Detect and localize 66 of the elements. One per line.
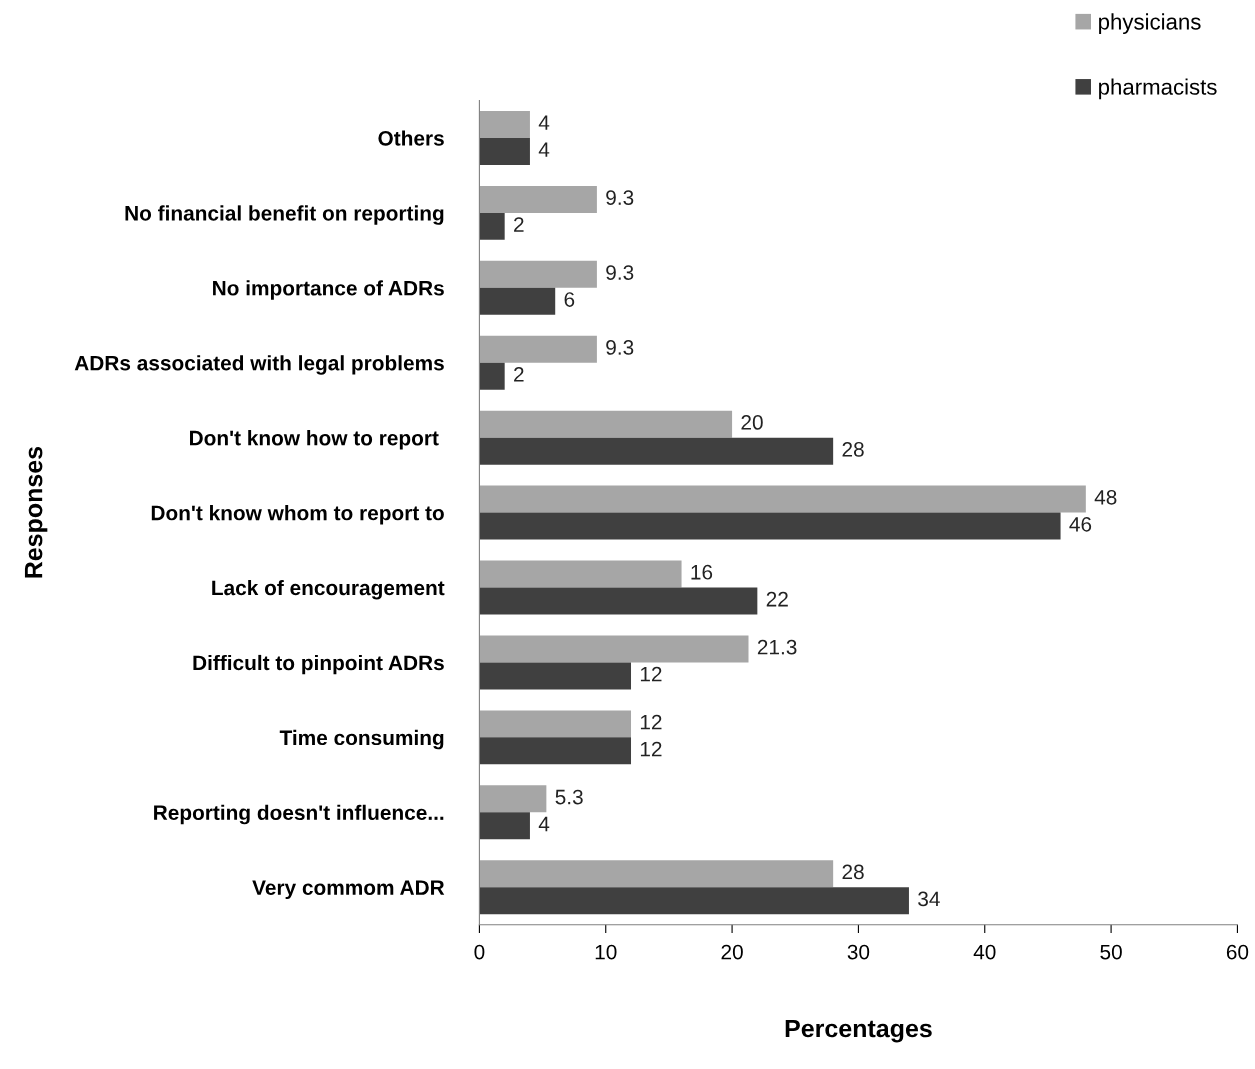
legend-label: pharmacists [1099,78,1217,100]
data-label: 20 [741,415,763,430]
bar [479,560,682,588]
legend-label: physicians [1099,13,1201,35]
y-tick-label: Others [378,130,444,146]
data-label: 2 [514,217,524,232]
y-tick-label: Don't know whom to report to [151,505,444,525]
y-tick-label: Difficult to pinpoint ADRs [193,654,444,675]
x-tick-label: 30 [847,944,870,960]
data-label: 34 [918,891,940,907]
data-label: 16 [691,564,713,580]
data-label: 46 [1069,516,1092,532]
bar [479,335,597,363]
bar [479,512,1061,540]
bar [479,662,632,690]
data-label: 22 [766,591,788,607]
bar [479,410,733,438]
data-label: 5.3 [555,789,583,805]
data-label: 12 [640,741,662,757]
data-label: 4 [538,816,550,832]
bar [479,185,597,213]
x-tick-label: 20 [721,944,743,960]
data-label: 9.3 [606,340,634,355]
x-tick-label: 50 [1100,944,1122,960]
y-tick-label: No financial benefit on reporting [125,205,444,225]
bar [479,887,909,915]
data-label: 28 [842,864,864,880]
bar [479,287,556,315]
bar [479,710,632,738]
bar [479,812,530,840]
x-tick-label: 40 [973,944,996,960]
bar [479,635,749,663]
y-tick-label: Lack of encouragement [212,579,445,600]
x-axis-title: Percentages [785,1019,932,1043]
bar [479,137,530,165]
data-label: 21.3 [757,639,797,655]
bar [479,785,547,813]
data-label: 2 [514,367,524,382]
data-label: 28 [842,441,864,457]
y-tick-label: Time consuming [279,729,444,750]
bar [479,737,632,765]
x-tick-label: 60 [1226,944,1249,960]
y-tick-label: Don't know how to report [190,430,439,450]
data-label: 12 [640,666,662,682]
data-label: 48 [1094,489,1117,505]
x-tick-label: 10 [595,944,617,960]
y-axis-title: Responses [24,446,48,578]
bar [479,860,834,888]
bar [479,485,1086,513]
bar [479,587,758,615]
data-label: 4 [538,115,550,130]
data-label: 9.3 [606,265,634,280]
x-tick-label: 0 [474,944,485,960]
y-tick-label: Very commom ADR [252,880,445,900]
bar [479,110,530,138]
y-tick-label: Reporting doesn't influence... [154,804,444,825]
bar [479,212,505,240]
data-label: 9.3 [606,190,634,205]
y-tick-label: ADRs associated with legal problems [74,355,444,375]
bar [479,437,834,465]
bar [479,362,505,390]
data-label: 12 [640,714,662,730]
bar [479,260,597,288]
y-tick-label: No importance of ADRs [213,280,444,300]
data-label: 6 [564,292,575,307]
data-label: 4 [538,142,550,157]
